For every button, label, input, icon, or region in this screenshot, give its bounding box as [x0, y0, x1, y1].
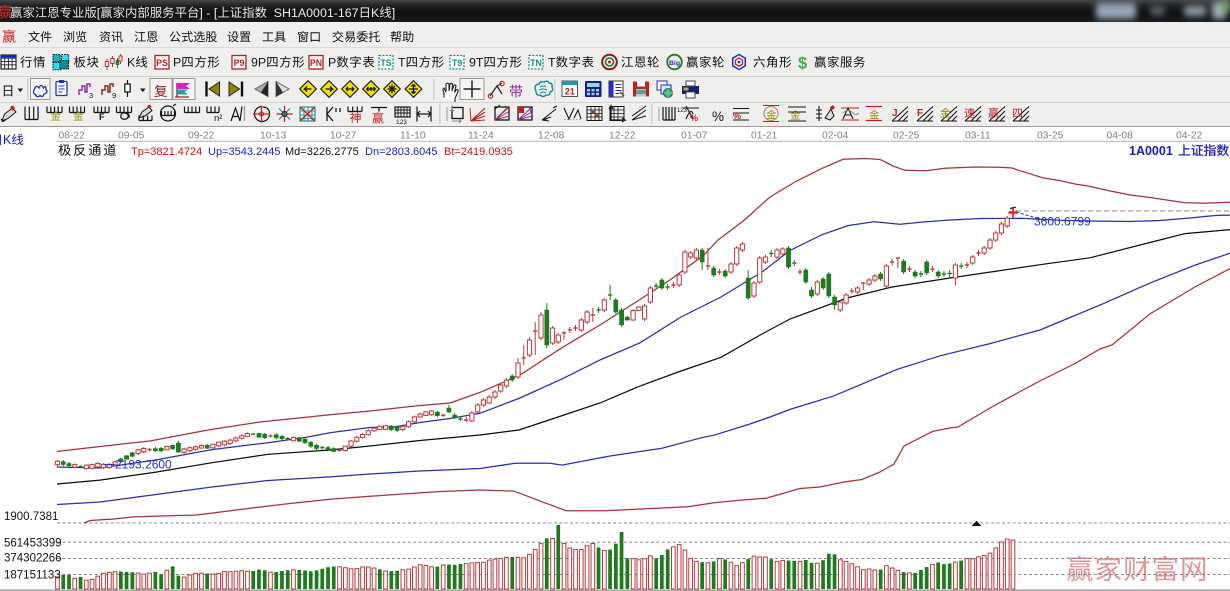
svg-text:10-27: 10-27	[330, 131, 357, 142]
svg-text:T9: T9	[452, 58, 462, 68]
svg-text:3: 3	[89, 91, 93, 100]
svg-text:02-04: 02-04	[822, 131, 849, 142]
svg-text:09-05: 09-05	[118, 131, 145, 142]
svg-text:Dn=2803.6045: Dn=2803.6045	[365, 146, 437, 158]
svg-text:01-21: 01-21	[751, 131, 778, 142]
svg-text:]: ]	[199, 6, 202, 20]
svg-text:-: -	[206, 6, 210, 20]
svg-text:123: 123	[396, 119, 407, 126]
svg-text:T: T	[548, 56, 556, 70]
svg-text:03-25: 03-25	[1037, 131, 1064, 142]
svg-text:F: F	[917, 108, 923, 119]
svg-text:Md=3226.2775: Md=3226.2775	[285, 146, 359, 158]
svg-text:Bt=2419.0935: Bt=2419.0935	[444, 146, 513, 158]
svg-text:%: %	[712, 109, 724, 124]
svg-text:21: 21	[565, 87, 575, 97]
svg-text:TN: TN	[530, 58, 542, 68]
svg-text:11-24: 11-24	[468, 131, 494, 142]
svg-text:01-07: 01-07	[681, 131, 708, 142]
svg-text:04-22: 04-22	[1176, 131, 1203, 142]
svg-text:%: %	[733, 111, 741, 121]
svg-text:Tp=3821.4724: Tp=3821.4724	[131, 146, 202, 158]
svg-text:9T: 9T	[469, 56, 484, 70]
svg-text:1A0001: 1A0001	[1129, 144, 1173, 158]
svg-text:10-13: 10-13	[260, 131, 287, 142]
svg-text:T: T	[398, 56, 406, 70]
svg-text:[: [	[214, 6, 218, 20]
svg-text:08-22: 08-22	[59, 131, 86, 142]
svg-text:P9: P9	[234, 58, 245, 68]
svg-text:PN: PN	[310, 58, 322, 68]
svg-text:Up=3543.2445: Up=3543.2445	[208, 146, 280, 158]
svg-text:F: F	[99, 112, 105, 122]
svg-text:09-22: 09-22	[188, 131, 215, 142]
svg-text:187151133: 187151133	[4, 569, 61, 581]
svg-text:2193.2600: 2193.2600	[115, 458, 172, 472]
svg-text:02-25: 02-25	[893, 131, 920, 142]
svg-text:K: K	[371, 6, 380, 20]
svg-text:SH1A0001-167: SH1A0001-167	[274, 6, 359, 20]
svg-text:1900.7381: 1900.7381	[4, 511, 58, 523]
svg-text:123: 123	[677, 108, 688, 114]
svg-text:n²: n²	[214, 113, 222, 124]
svg-text:P: P	[173, 56, 181, 70]
svg-text:04-08: 04-08	[1107, 131, 1134, 142]
svg-text:K: K	[127, 56, 136, 70]
svg-text:12-08: 12-08	[538, 131, 565, 142]
svg-text:[: [	[97, 6, 101, 20]
svg-text:J: J	[892, 108, 898, 119]
svg-text:%: %	[690, 113, 698, 123]
svg-text:03-11: 03-11	[965, 131, 991, 142]
svg-text:P: P	[328, 56, 336, 70]
svg-text:K: K	[3, 133, 12, 147]
svg-text:9P: 9P	[251, 56, 266, 70]
svg-text:12-22: 12-22	[609, 131, 636, 142]
svg-text:3600.6799: 3600.6799	[1034, 215, 1091, 229]
svg-text:]: ]	[392, 6, 395, 20]
svg-text:TS: TS	[380, 58, 391, 68]
svg-text:374302266: 374302266	[4, 552, 62, 564]
svg-text:9: 9	[112, 91, 116, 100]
svg-text:PS: PS	[156, 58, 168, 68]
svg-text:11-10: 11-10	[400, 131, 426, 142]
svg-text:561453399: 561453399	[4, 538, 62, 550]
svg-text:$: $	[798, 55, 807, 73]
svg-text:Big: Big	[669, 60, 680, 67]
